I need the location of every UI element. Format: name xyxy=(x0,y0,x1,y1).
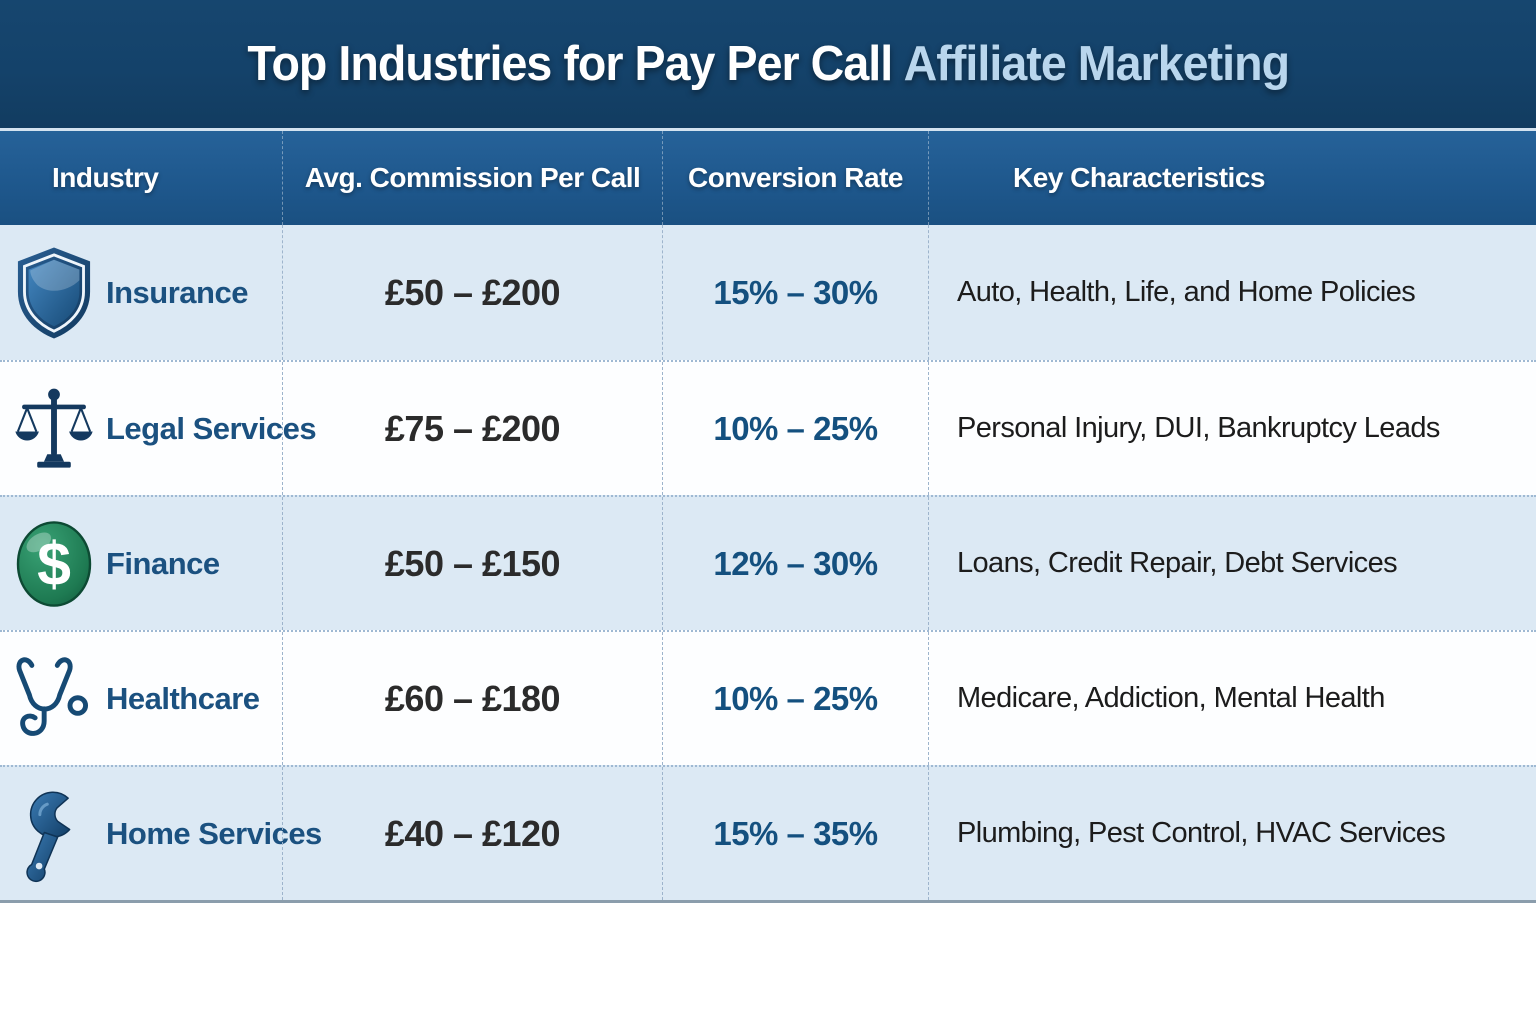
industry-label: Legal Services xyxy=(106,410,317,446)
table-row-legal-services: Legal Services £75 – £200 10% – 25% Pers… xyxy=(0,360,1536,495)
table-header-row: Industry Avg. Commission Per Call Conver… xyxy=(0,131,1536,225)
conversion-value: 10% – 25% xyxy=(662,632,928,765)
conversion-value: 12% – 30% xyxy=(662,497,928,630)
bottom-margin xyxy=(0,900,1536,1021)
conversion-value: 15% – 35% xyxy=(662,767,928,900)
commission-value: £75 – £200 xyxy=(282,362,662,495)
commission-value: £60 – £180 xyxy=(282,632,662,765)
characteristics-value: Personal Injury, DUI, Bankruptcy Leads xyxy=(928,362,1536,495)
table-row-home-services: Home Services £40 – £120 15% – 35% Plumb… xyxy=(0,765,1536,900)
industry-label: Finance xyxy=(106,545,220,581)
characteristics-value: Auto, Health, Life, and Home Policies xyxy=(928,225,1536,360)
commission-value: £50 – £200 xyxy=(282,225,662,360)
column-header-characteristics: Key Characteristics xyxy=(928,131,1536,225)
column-header-industry: Industry xyxy=(52,162,159,193)
commission-value: £40 – £120 xyxy=(282,767,662,900)
industry-cell: Legal Services xyxy=(0,362,317,495)
shield-icon xyxy=(12,238,96,348)
characteristics-value: Medicare, Addiction, Mental Health xyxy=(928,632,1536,765)
industry-cell: Healthcare xyxy=(0,632,282,765)
title-banner: Top Industries for Pay Per Call Affiliate… xyxy=(0,0,1536,131)
table-row-healthcare: Healthcare £60 – £180 10% – 25% Medicare… xyxy=(0,630,1536,765)
scales-icon xyxy=(12,374,96,484)
table-row-finance: $ Finance £50 – £150 12% – 30% Loans, Cr… xyxy=(0,495,1536,630)
column-header-conversion: Conversion Rate xyxy=(662,131,928,225)
industry-cell: Insurance xyxy=(0,225,282,360)
dollar-icon: $ xyxy=(12,509,96,619)
table-row-insurance: Insurance £50 – £200 15% – 30% Auto, Hea… xyxy=(0,225,1536,360)
industry-cell: $ Finance xyxy=(0,497,282,630)
column-header-commission: Avg. Commission Per Call xyxy=(282,131,662,225)
page-title: Top Industries for Pay Per Call Affiliate… xyxy=(247,36,1290,92)
conversion-value: 15% – 30% xyxy=(662,225,928,360)
industry-cell: Home Services xyxy=(0,767,322,900)
characteristics-value: Loans, Credit Repair, Debt Services xyxy=(928,497,1536,630)
wrench-icon xyxy=(12,779,96,889)
commission-value: £50 – £150 xyxy=(282,497,662,630)
stethoscope-icon xyxy=(12,644,96,754)
industry-label: Insurance xyxy=(106,274,248,310)
page-title-main: Top Industries for Pay Per Call xyxy=(247,37,893,91)
conversion-value: 10% – 25% xyxy=(662,362,928,495)
svg-text:$: $ xyxy=(37,529,71,597)
industry-label: Healthcare xyxy=(106,680,260,716)
page-title-accent: Affiliate Marketing xyxy=(903,37,1289,91)
characteristics-value: Plumbing, Pest Control, HVAC Services xyxy=(928,767,1536,900)
industry-label: Home Services xyxy=(106,815,322,851)
